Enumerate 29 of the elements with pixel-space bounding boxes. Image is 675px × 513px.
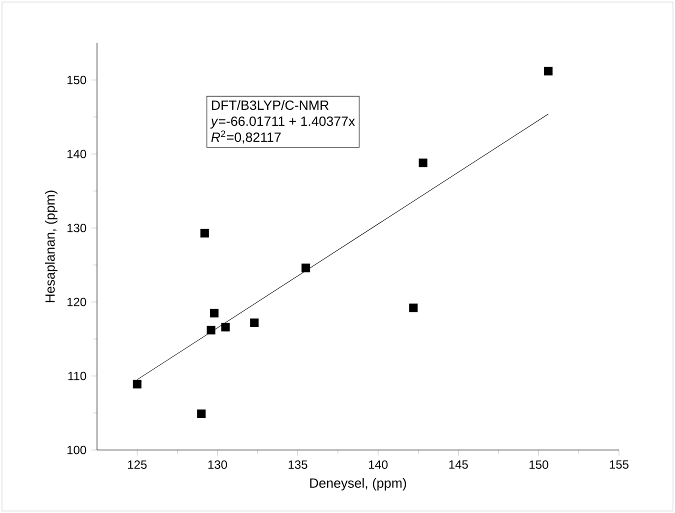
point bbox=[200, 228, 209, 238]
annotation: R$^{2}$=0,82117 bbox=[211, 130, 281, 144]
y-tick-label: 130 bbox=[68, 224, 86, 232]
point bbox=[206, 326, 216, 334]
point bbox=[210, 308, 219, 318]
y-tick-label: 120 bbox=[68, 298, 86, 306]
x-tick-label: 155 bbox=[610, 460, 629, 469]
y-tick-label: 110 bbox=[68, 372, 86, 380]
x-tick-label: 145 bbox=[449, 460, 468, 469]
y-tick-label: 150 bbox=[68, 76, 86, 84]
x-tick-label: 135 bbox=[288, 460, 308, 469]
point bbox=[250, 318, 259, 327]
y-tick-label: 140 bbox=[68, 150, 86, 158]
annotation: DFT/B3LYP/C-NMR bbox=[212, 100, 329, 110]
annotation: y=-66.01711 + 1.40377x bbox=[210, 116, 355, 129]
point bbox=[418, 158, 428, 168]
x-axis-title: Deneysel, (ppm) bbox=[310, 478, 406, 490]
point bbox=[221, 322, 230, 332]
point bbox=[544, 66, 553, 76]
y-axis-title: Hesaplanan, (ppm) bbox=[45, 190, 58, 302]
point bbox=[409, 304, 418, 312]
x-tick-label: 140 bbox=[368, 460, 388, 469]
y-tick-label: 100 bbox=[68, 446, 86, 454]
x-tick-label: 125 bbox=[128, 460, 147, 469]
x-tick-label: 130 bbox=[208, 460, 228, 469]
point bbox=[132, 380, 142, 388]
point bbox=[302, 264, 310, 272]
x-tick-label: 150 bbox=[530, 460, 548, 469]
point bbox=[197, 409, 206, 418]
